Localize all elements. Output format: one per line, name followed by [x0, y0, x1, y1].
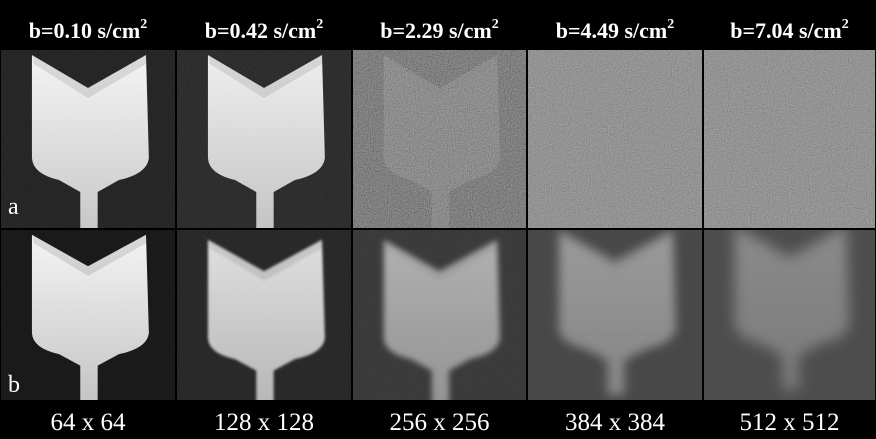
- column-header: b=0.42 s/cm2: [205, 17, 324, 43]
- image-grid: [1, 50, 875, 405]
- header-text: b=0.10 s/cm: [29, 18, 141, 43]
- image-panel: [1, 230, 175, 400]
- column-header: b=4.49 s/cm2: [556, 17, 675, 43]
- row-label: a: [8, 194, 19, 220]
- image-panel: [177, 230, 351, 405]
- header-text: b=2.29 s/cm: [380, 18, 492, 43]
- image-panel: [1, 50, 175, 228]
- image-panel: [704, 50, 875, 228]
- image-panel: [528, 50, 702, 228]
- noise: [353, 230, 526, 400]
- noise: [704, 50, 875, 228]
- figure: b=0.10 s/cm2b=0.42 s/cm2b=2.29 s/cm2b=4.…: [0, 0, 876, 439]
- header-text: b=7.04 s/cm: [730, 18, 842, 43]
- noise: [177, 230, 351, 400]
- header-text: b=4.49 s/cm: [556, 18, 668, 43]
- header-superscript: 2: [842, 17, 849, 32]
- noise: [528, 230, 702, 400]
- row-label: b: [8, 372, 20, 398]
- image-panel: [528, 230, 702, 400]
- noise: [1, 230, 175, 400]
- image-panel: [353, 230, 526, 405]
- noise: [353, 50, 526, 228]
- image-panel: [177, 50, 351, 228]
- noise: [704, 230, 875, 400]
- column-footer: 64 x 64: [51, 409, 127, 436]
- column-header: b=0.10 s/cm2: [29, 17, 148, 43]
- header-superscript: 2: [316, 17, 323, 32]
- column-header: b=2.29 s/cm2: [380, 17, 499, 43]
- noise: [177, 50, 351, 228]
- column-footer: 128 x 128: [214, 409, 314, 436]
- noise: [1, 50, 175, 228]
- header-superscript: 2: [492, 17, 499, 32]
- column-footer: 256 x 256: [390, 409, 490, 436]
- column-header: b=7.04 s/cm2: [730, 17, 849, 43]
- column-footer: 512 x 512: [740, 409, 840, 436]
- header-text: b=0.42 s/cm: [205, 18, 317, 43]
- header-superscript: 2: [140, 17, 147, 32]
- header-superscript: 2: [667, 17, 674, 32]
- noise: [528, 50, 702, 228]
- image-panel: [704, 225, 875, 400]
- image-panel: [353, 50, 526, 228]
- column-footer: 384 x 384: [565, 409, 666, 436]
